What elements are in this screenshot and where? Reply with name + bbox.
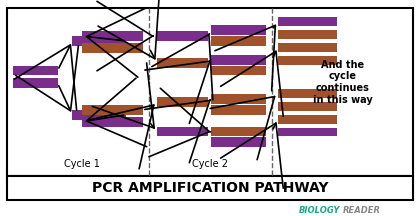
Bar	[211, 127, 266, 136]
Bar	[278, 56, 337, 65]
Bar	[278, 30, 337, 39]
Bar	[278, 17, 337, 26]
Bar	[8, 176, 412, 200]
Text: And the
cycle
continues
in this way: And the cycle continues in this way	[313, 60, 373, 105]
Bar	[157, 58, 208, 68]
Bar	[72, 110, 126, 120]
Bar	[8, 8, 412, 176]
Bar	[278, 102, 337, 111]
Bar	[211, 25, 266, 35]
Bar	[72, 36, 126, 46]
Bar	[211, 105, 266, 115]
Bar	[157, 97, 208, 107]
Bar	[82, 43, 143, 53]
Text: Cycle 2: Cycle 2	[192, 159, 228, 169]
Bar	[211, 94, 266, 104]
Bar	[278, 43, 337, 52]
Text: PCR AMPLIFICATION PATHWAY: PCR AMPLIFICATION PATHWAY	[92, 181, 328, 195]
Bar	[82, 31, 143, 41]
Bar	[157, 127, 208, 136]
Bar	[13, 66, 58, 75]
Bar	[278, 89, 337, 98]
Bar	[278, 115, 337, 124]
Text: BIOLOGY: BIOLOGY	[299, 206, 340, 215]
Bar	[82, 117, 143, 127]
Bar	[157, 31, 208, 41]
Bar	[211, 55, 266, 65]
Bar	[82, 105, 143, 115]
Bar	[278, 127, 337, 136]
Bar	[211, 66, 266, 75]
Bar	[13, 78, 58, 88]
Text: READER: READER	[343, 206, 381, 215]
Bar	[211, 36, 266, 46]
Bar	[211, 137, 266, 147]
Text: Cycle 1: Cycle 1	[64, 159, 100, 169]
